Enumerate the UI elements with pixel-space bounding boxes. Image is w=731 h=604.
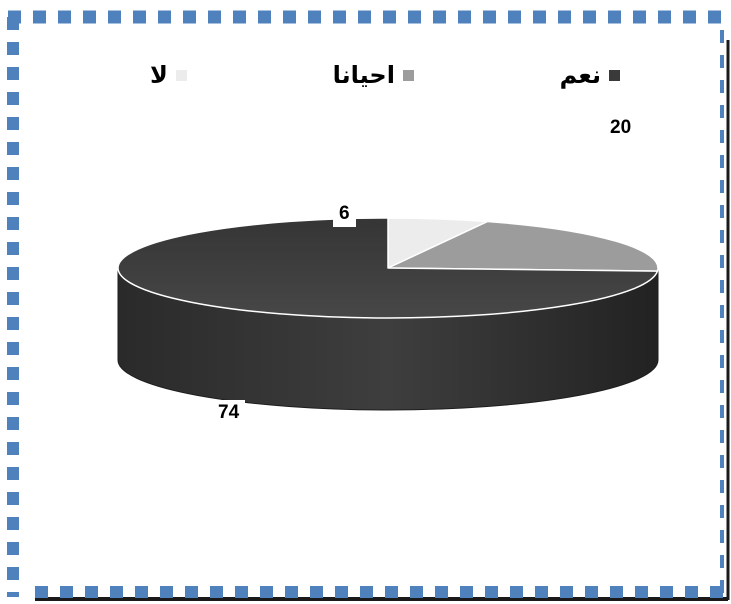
legend-label-sometimes: احيانا bbox=[332, 61, 395, 89]
legend-swatch-no bbox=[175, 69, 187, 81]
data-label-sometimes: 20 bbox=[604, 115, 638, 141]
legend-item-sometimes: احيانا bbox=[333, 61, 414, 89]
legend-swatch-sometimes bbox=[402, 69, 414, 81]
pie-slice-sometimes bbox=[387, 220, 659, 272]
legend-item-yes: نعم bbox=[560, 61, 620, 89]
legend-swatch-yes bbox=[609, 69, 620, 81]
data-label-yes: 74 bbox=[212, 400, 246, 426]
data-label-no: 6 bbox=[333, 201, 356, 227]
legend-item-no: لا bbox=[150, 61, 187, 89]
pie-slice-yes bbox=[117, 217, 659, 319]
chart-legend: نعم احيانا لا bbox=[150, 58, 620, 92]
legend-label-no: لا bbox=[150, 61, 168, 89]
legend-label-yes: نعم bbox=[559, 61, 601, 89]
